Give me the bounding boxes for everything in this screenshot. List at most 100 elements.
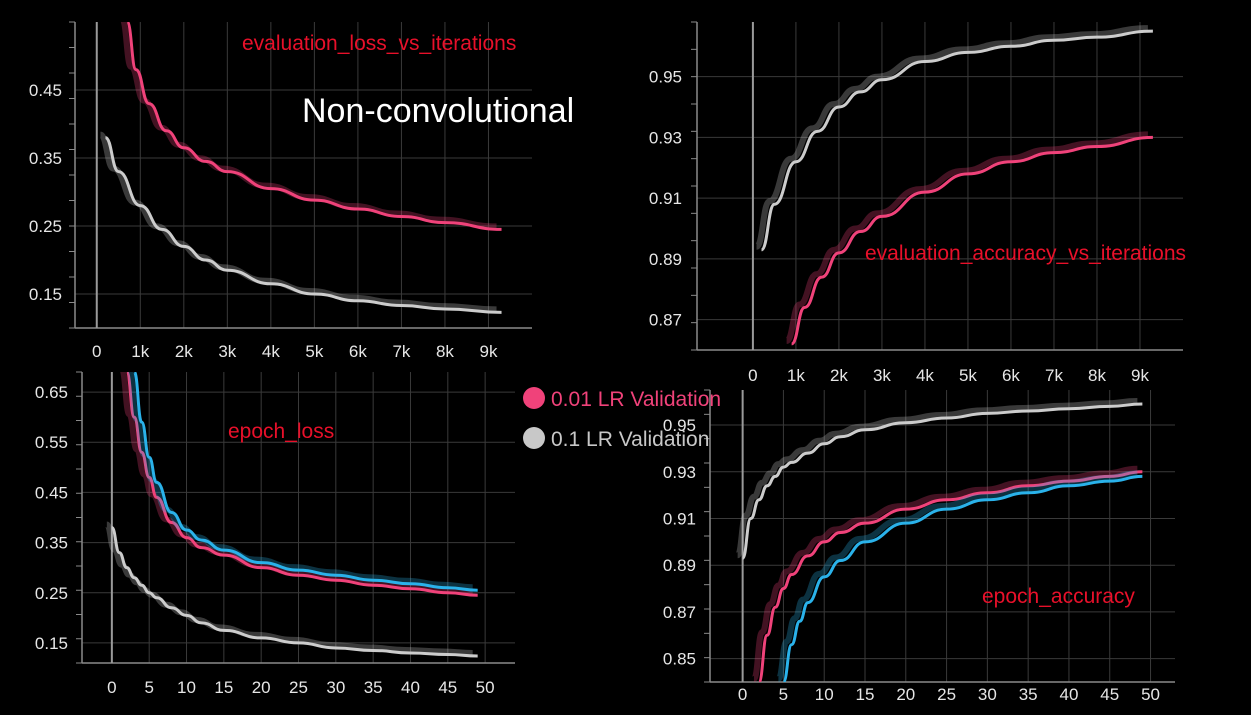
x-tick-label: 40 — [1059, 685, 1078, 704]
chart-title: evaluation_accuracy_vs_iterations — [865, 242, 1186, 265]
y-tick-label: 0.87 — [663, 603, 696, 622]
series-line-3 — [741, 402, 1143, 560]
chart-panel-1: 0 1k 2k 3k 4k 5k 6k 7k 8k 9k 0.15 0.25 0.35 0.45 evalu… — [29, 21, 532, 361]
y-tick-label: 0.91 — [663, 509, 696, 528]
x-tick-label: 0 — [107, 678, 116, 697]
series-shadow-line — [753, 25, 1148, 250]
y-tick-label: 0.35 — [29, 149, 62, 168]
x-tick-label: 5k — [305, 342, 323, 361]
x-tick-label: 30 — [978, 685, 997, 704]
x-tick-label: 5 — [144, 678, 153, 697]
chart-title: epoch_accuracy — [982, 585, 1135, 608]
x-tick-label: 5 — [779, 685, 788, 704]
x-tick-label: 1k — [787, 366, 805, 385]
y-tick-label: 0.87 — [649, 311, 682, 330]
series-shadow-line — [775, 470, 1138, 682]
series-line-2 — [104, 136, 502, 314]
series-shadow-line — [120, 372, 473, 596]
series-line-2 — [132, 372, 478, 592]
series-shadow-line — [784, 131, 1148, 344]
x-tick-label: 45 — [438, 678, 457, 697]
x-tick-label: 0 — [738, 685, 747, 704]
x-tick-label: 20 — [896, 685, 915, 704]
chart-title: evaluation_loss_vs_iterations — [242, 32, 516, 55]
y-tick-label: 0.85 — [663, 650, 696, 669]
x-tick-label: 6k — [349, 342, 367, 361]
series-line-2 — [781, 474, 1143, 682]
y-tick-label: 0.91 — [649, 189, 682, 208]
x-tick-label: 45 — [1100, 685, 1119, 704]
x-tick-label: 9k — [479, 342, 497, 361]
series-shadow-line — [734, 398, 1138, 559]
grid — [69, 21, 532, 329]
series-shadow-line — [120, 22, 497, 230]
series-line-3 — [110, 526, 478, 658]
series-line-1 — [125, 372, 478, 597]
x-tick-label: 40 — [401, 678, 420, 697]
chart-title: epoch_loss — [228, 420, 334, 443]
x-tick-label: 25 — [937, 685, 956, 704]
chart-panel-4: 0 5 10 15 20 25 30 35 40 45 50 0.85 0.87 0.89 0.91 0.93… — [663, 389, 1175, 704]
series-group — [734, 398, 1143, 682]
grid — [76, 371, 515, 664]
legend-label: 0.1 LR Validation — [551, 428, 709, 451]
x-tick-label: 3k — [873, 366, 891, 385]
x-tick-label: 4k — [262, 342, 280, 361]
legend-swatch — [523, 427, 545, 449]
chart-panel-2: 0 1k 2k 3k 4k 5k 6k 7k 8k 9k 0.87 0.89 0.91 0.93 0.95 e… — [649, 21, 1186, 385]
y-tick-label: 0.25 — [35, 584, 68, 603]
x-tick-label: 15 — [214, 678, 233, 697]
y-tick-label: 0.95 — [663, 416, 696, 435]
x-tick-label: 50 — [1141, 685, 1160, 704]
x-tick-label: 7k — [1045, 366, 1063, 385]
y-tick-label: 0.15 — [29, 285, 62, 304]
y-tick-label: 0.93 — [649, 128, 682, 147]
y-tick-label: 0.89 — [663, 556, 696, 575]
y-tick-label: 0.45 — [29, 81, 62, 100]
y-tick-label: 0.15 — [35, 634, 68, 653]
series-line-1 — [757, 470, 1143, 682]
legend-label: 0.01 LR Validation — [551, 388, 721, 411]
y-tick-label: 0.35 — [35, 534, 68, 553]
x-tick-label: 8k — [1088, 366, 1106, 385]
grid — [704, 389, 1175, 683]
chart-panel-3: 0 5 10 15 20 25 30 35 40 45 50 0.15 0.25 0.35 0.45 0.55… — [35, 371, 515, 697]
y-tick-label: 0.89 — [649, 250, 682, 269]
x-tick-label: 20 — [252, 678, 271, 697]
x-tick-label: 5k — [959, 366, 977, 385]
x-tick-label: 7k — [392, 342, 410, 361]
legend: 0.01 LR Validation 0.1 LR Validation — [523, 387, 721, 451]
x-tick-label: 4k — [916, 366, 934, 385]
x-tick-label: 8k — [436, 342, 454, 361]
x-tick-label: 1k — [131, 342, 149, 361]
x-tick-label: 30 — [326, 678, 345, 697]
x-tick-label: 2k — [830, 366, 848, 385]
x-tick-label: 35 — [364, 678, 383, 697]
x-tick-label: 15 — [856, 685, 875, 704]
x-tick-label: 0 — [92, 342, 101, 361]
series-line-2 — [760, 29, 1153, 252]
x-tick-label: 0 — [748, 366, 757, 385]
y-tick-label: 0.25 — [29, 217, 62, 236]
series-group — [753, 25, 1153, 346]
x-tick-label: 9k — [1131, 366, 1149, 385]
page-title: Non-convolutional — [302, 92, 574, 130]
y-tick-label: 0.55 — [35, 433, 68, 452]
series-line-1 — [790, 135, 1153, 346]
series-shadow-line — [750, 465, 1138, 682]
y-tick-label: 0.93 — [663, 463, 696, 482]
x-tick-label: 50 — [476, 678, 495, 697]
series-shadow-line — [127, 372, 473, 591]
x-tick-label: 6k — [1002, 366, 1020, 385]
x-tick-label: 2k — [175, 342, 193, 361]
x-tick-label: 3k — [218, 342, 236, 361]
series-line-1 — [125, 22, 502, 231]
y-tick-label: 0.45 — [35, 483, 68, 502]
series-group — [103, 372, 478, 658]
legend-swatch — [523, 387, 545, 409]
y-tick-label: 0.95 — [649, 68, 682, 87]
x-tick-label: 25 — [289, 678, 308, 697]
y-tick-label: 0.65 — [35, 383, 68, 402]
x-tick-label: 35 — [1019, 685, 1038, 704]
